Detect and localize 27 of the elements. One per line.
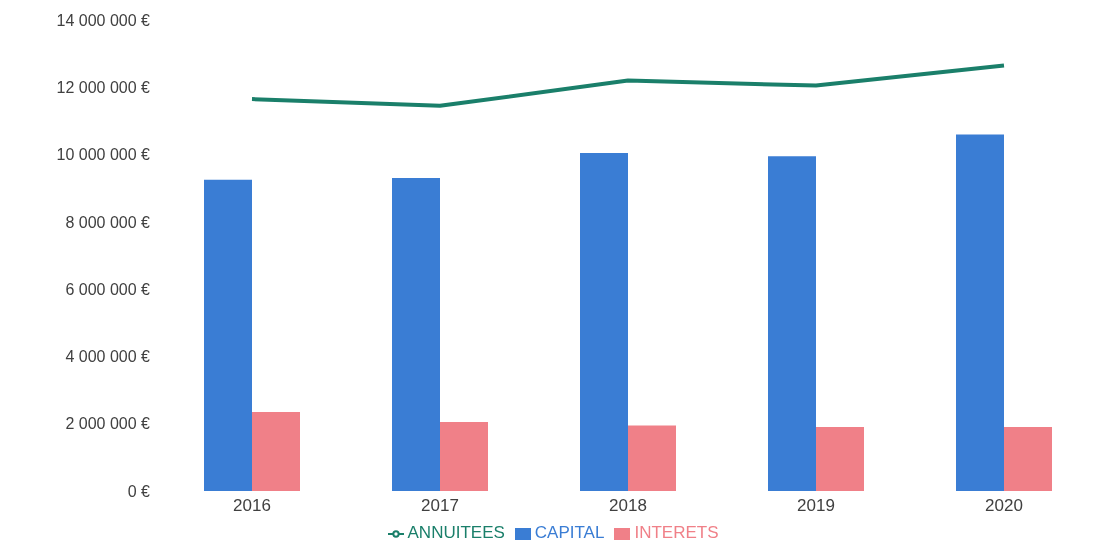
y-tick-label: 10 000 000 €	[56, 146, 151, 164]
y-tick-label: 4 000 000 €	[65, 348, 151, 366]
bar	[440, 422, 488, 491]
x-tick-label: 2017	[421, 496, 459, 516]
bar	[1004, 427, 1052, 491]
y-tick-label: 8 000 000 €	[65, 213, 151, 231]
x-tick-label: 2018	[609, 496, 647, 516]
bar	[204, 179, 252, 491]
bar	[816, 427, 864, 491]
bar	[392, 178, 440, 491]
legend-label: CAPITAL	[534, 523, 605, 542]
y-tick-label: 0 €	[127, 482, 151, 500]
x-tick-label: 2020	[985, 496, 1023, 516]
bar	[956, 134, 1004, 491]
bar	[768, 156, 816, 491]
y-tick-label: 14 000 000 €	[56, 11, 151, 29]
x-tick-label: 2019	[797, 496, 835, 516]
y-tick-label: 6 000 000 €	[65, 280, 151, 298]
bar	[580, 152, 628, 491]
legend-label: ANNUITEES	[407, 523, 505, 542]
legend-label: INTERETS	[634, 523, 719, 542]
bar	[628, 425, 676, 491]
y-tick-label: 2 000 000 €	[65, 415, 151, 433]
y-tick-label: 12 000 000 €	[56, 78, 151, 96]
x-tick-label: 2016	[233, 496, 271, 516]
bar	[252, 411, 300, 491]
line-series	[250, 63, 1006, 108]
